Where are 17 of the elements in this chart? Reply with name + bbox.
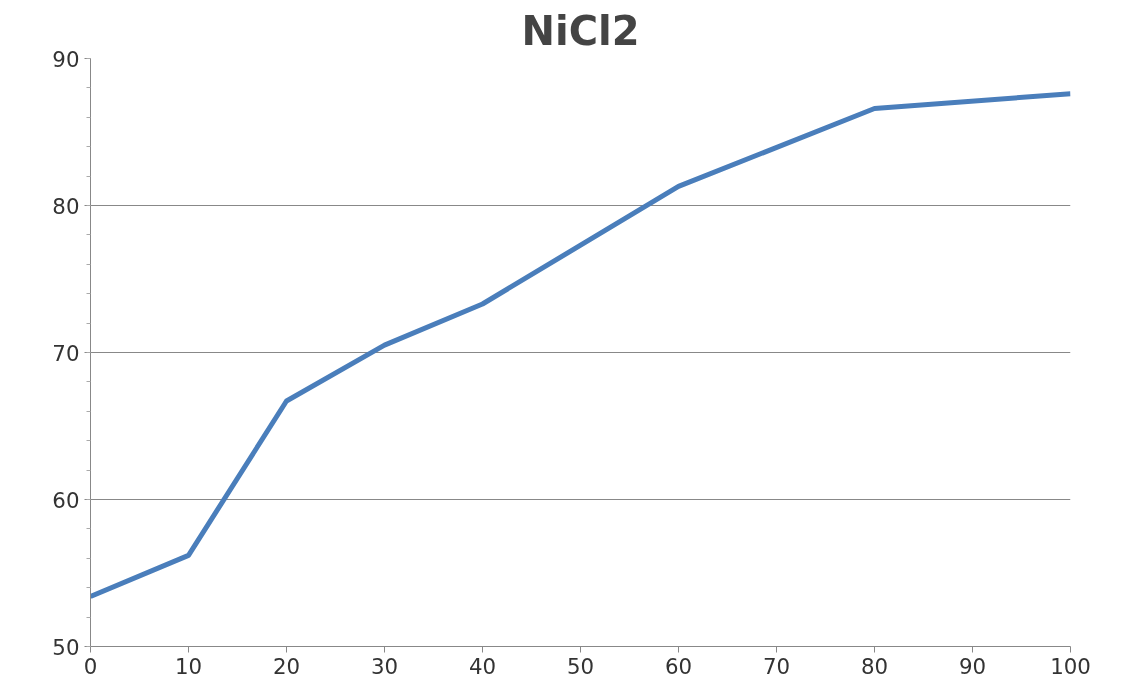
x-tick-label: 80 [860, 653, 889, 679]
x-tick-label: 70 [762, 653, 791, 679]
x-tick-label: 90 [958, 653, 987, 679]
y-tick-label: 70 [52, 340, 80, 366]
chart-title: NiCl2 [521, 7, 640, 54]
x-tick-label: 100 [1050, 653, 1091, 679]
x-tick-label: 20 [272, 653, 301, 679]
x-tick-label: 60 [664, 653, 693, 679]
x-tick-label: 0 [83, 653, 98, 679]
y-tick-label: 90 [52, 46, 80, 72]
y-tick-label: 50 [52, 634, 80, 660]
x-tick-label: 10 [174, 653, 203, 679]
x-tick-label: 50 [566, 653, 595, 679]
x-tick-label: 30 [370, 653, 399, 679]
y-tick-label: 80 [52, 193, 80, 219]
y-tick-label: 60 [52, 487, 80, 513]
x-tick-label: 40 [468, 653, 497, 679]
